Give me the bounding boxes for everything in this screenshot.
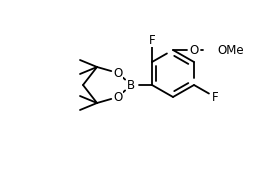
Text: O: O [113, 66, 123, 80]
Text: F: F [212, 91, 218, 104]
Text: OMe: OMe [217, 44, 244, 57]
Text: O: O [189, 44, 199, 57]
Text: F: F [149, 33, 155, 46]
Text: B: B [127, 78, 135, 91]
Text: O: O [113, 91, 123, 104]
